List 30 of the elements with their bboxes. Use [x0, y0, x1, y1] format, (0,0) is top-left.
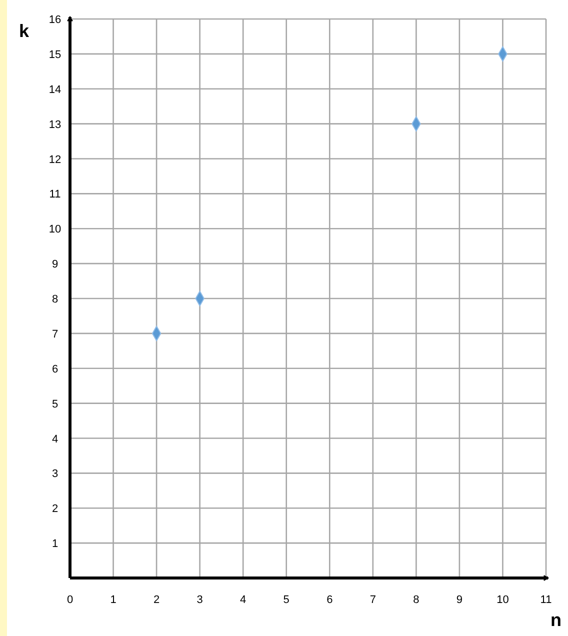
x-tick-label: 11: [540, 594, 552, 606]
x-tick-label: 2: [153, 594, 160, 606]
y-tick-label: 9: [52, 258, 58, 271]
x-tick-label: 1: [110, 594, 116, 606]
x-tick-label: 9: [456, 594, 463, 606]
y-tick-label: 7: [52, 328, 58, 340]
x-tick-label: 5: [283, 594, 290, 606]
y-tick-label: 15: [48, 48, 62, 61]
y-tick-label: 14: [48, 84, 62, 96]
y-tick-label: 13: [48, 118, 62, 131]
x-tick-label: 7: [370, 594, 376, 606]
y-tick-label: 2: [52, 503, 58, 516]
y-tick-label: 11: [49, 188, 61, 201]
x-axis-title: n: [550, 610, 562, 630]
y-tick-label: 6: [52, 363, 58, 376]
x-tick-label: 6: [326, 594, 333, 606]
y-tick-label: 8: [52, 294, 58, 306]
x-tick-label: 3: [196, 594, 203, 606]
x-tick-label: 0: [66, 594, 74, 606]
x-tick-label: 4: [240, 594, 246, 606]
y-tick-label: 12: [48, 154, 62, 166]
y-tick-label: 10: [48, 224, 62, 236]
y-tick-label: 4: [52, 433, 58, 446]
y-tick-label: 1: [52, 538, 58, 550]
y-tick-label: 16: [48, 14, 62, 26]
x-tick-label: 8: [413, 594, 420, 606]
x-tick-label: 10: [496, 594, 509, 606]
y-tick-label: 3: [52, 468, 58, 480]
y-tick-label: 5: [52, 398, 58, 410]
y-axis-title: k: [18, 21, 30, 41]
